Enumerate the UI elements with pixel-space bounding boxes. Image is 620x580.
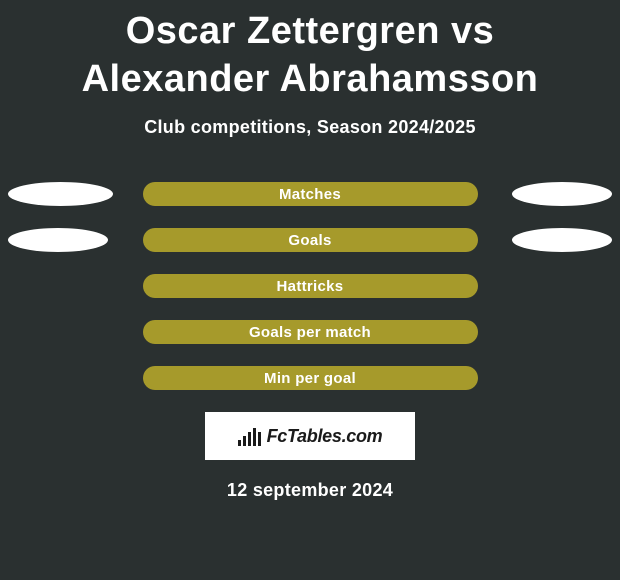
comparison-row: Hattricks [0,274,620,298]
logo-bar [253,428,256,446]
subtitle: Club competitions, Season 2024/2025 [0,117,620,138]
left-value-bubble [8,228,108,252]
right-value-bubble [512,228,612,252]
logo-bar [258,432,261,446]
left-value-bubble [8,182,113,206]
right-value-bubble [512,182,612,206]
logo-bar [238,440,241,446]
bar-chart-icon [238,426,261,446]
stat-bar: Goals [143,228,478,252]
logo-text: FcTables.com [267,426,383,447]
logo-bar [248,432,251,446]
page-title: Oscar Zettergren vs Alexander Abrahamsso… [0,0,620,103]
comparison-row: Goals [0,228,620,252]
comparison-row: Min per goal [0,366,620,390]
stat-bar: Matches [143,182,478,206]
date-label: 12 september 2024 [0,480,620,501]
logo-bar [243,436,246,446]
stat-bar: Min per goal [143,366,478,390]
comparison-rows: Matches Goals Hattricks Goals per match Min … [0,182,620,390]
stat-bar: Hattricks [143,274,478,298]
comparison-row: Matches [0,182,620,206]
stat-bar: Goals per match [143,320,478,344]
fctables-logo: FcTables.com [205,412,415,460]
comparison-row: Goals per match [0,320,620,344]
